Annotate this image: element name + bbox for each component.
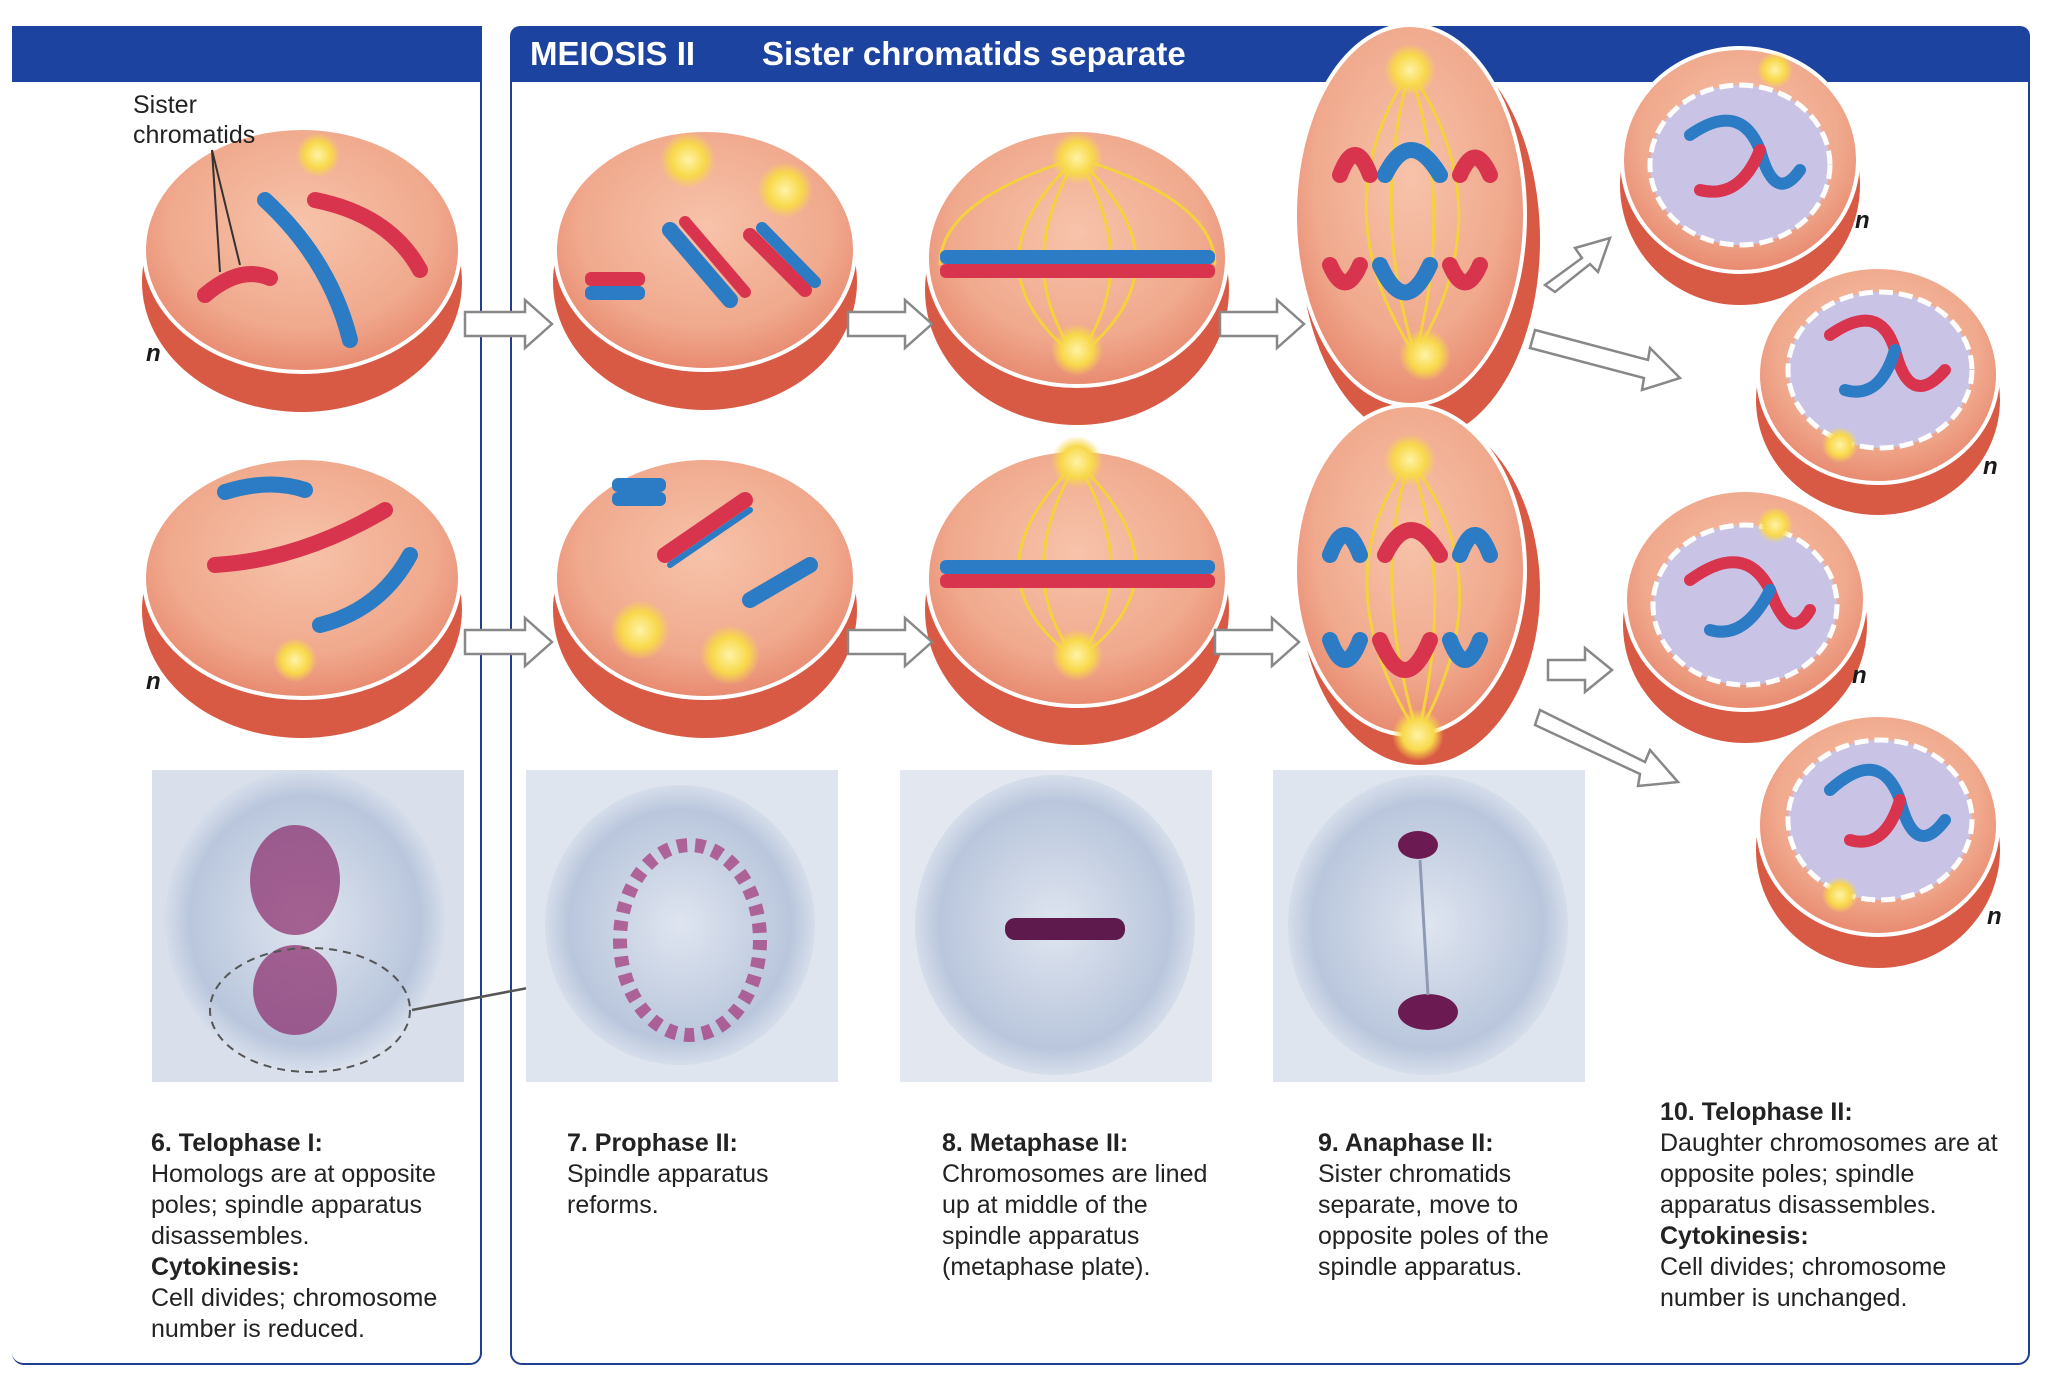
caption-telophase-ii: 10. Telophase II: Daughter chromosomes a… <box>1660 1097 2005 1314</box>
caption-title: 8. Metaphase II: <box>942 1129 1129 1157</box>
cell-telophase-ii-1 <box>1620 46 1860 305</box>
ploidy-label: n <box>1983 453 1998 480</box>
micrograph-anaphase-ii <box>1273 770 1585 1082</box>
cell-telophase-ii-2 <box>1756 265 2000 515</box>
caption-body: Chromosomes are lined up at middle of th… <box>942 1160 1208 1281</box>
cell-metaphase-ii-bottom <box>925 436 1229 745</box>
ploidy-label: n <box>146 668 161 695</box>
meiosis-ii-subtitle: Sister chromatids separate <box>762 35 1186 72</box>
caption-title: 6. Telophase I: <box>151 1129 323 1157</box>
telophase-i-panel <box>12 82 482 1365</box>
cell-prophase-ii-bottom <box>553 456 857 738</box>
cell-anaphase-ii-bottom <box>1293 403 1540 765</box>
cell-metaphase-ii-top <box>925 128 1229 425</box>
caption-body: Sister chromatids separate, move to oppo… <box>1318 1160 1549 1281</box>
cell-telophase-ii-3 <box>1623 488 1867 743</box>
caption-title: 7. Prophase II: <box>567 1129 738 1157</box>
meiosis-ii-title: MEIOSIS II <box>530 35 696 72</box>
caption-cytokinesis-label: Cytokinesis: <box>151 1253 300 1281</box>
micrograph-prophase-ii <box>526 770 838 1082</box>
caption-body: Spindle apparatus reforms. <box>567 1160 769 1219</box>
cell-telophase-i-top <box>142 126 462 412</box>
left-header-bar <box>12 26 482 82</box>
ploidy-label: n <box>1987 903 2002 930</box>
caption-title: 9. Anaphase II: <box>1318 1129 1494 1157</box>
micrograph-metaphase-ii <box>900 770 1212 1082</box>
ploidy-label: n <box>146 340 161 367</box>
sister-chromatids-line1: Sister <box>133 91 197 119</box>
caption-cytokinesis-body: Cell divides; chromosome number is reduc… <box>151 1284 438 1343</box>
sister-chromatids-pointer <box>211 149 241 273</box>
caption-prophase-ii: 7. Prophase II: Spindle apparatus reform… <box>567 1128 827 1221</box>
cell-telophase-i-bottom <box>142 456 462 738</box>
cell-prophase-ii-top <box>553 128 857 410</box>
cell-telophase-ii-4 <box>1756 713 2000 968</box>
meiosis-ii-panel <box>510 82 2030 1365</box>
ploidy-label: n <box>1855 207 1870 234</box>
sister-chromatids-label: Sister chromatids <box>133 90 255 150</box>
caption-cytokinesis-body: Cell divides; chromosome number is uncha… <box>1660 1253 1947 1312</box>
caption-anaphase-ii: 9. Anaphase II: Sister chromatids separa… <box>1318 1128 1563 1283</box>
caption-title: 10. Telophase II: <box>1660 1098 1853 1126</box>
caption-body: Homologs are at opposite poles; spindle … <box>151 1160 436 1250</box>
caption-body: Daughter chromosomes are at opposite pol… <box>1660 1129 1998 1219</box>
micrograph-telophase-i <box>152 770 575 1082</box>
process-arrows <box>463 236 1683 788</box>
sister-chromatids-line2: chromatids <box>133 121 256 149</box>
caption-cytokinesis-label: Cytokinesis: <box>1660 1222 1809 1250</box>
caption-metaphase-ii: 8. Metaphase II: Chromosomes are lined u… <box>942 1128 1232 1283</box>
ploidy-label: n <box>1852 662 1867 689</box>
caption-telophase-i: 6. Telophase I: Homologs are at opposite… <box>151 1128 486 1345</box>
cell-anaphase-ii-top <box>1293 23 1540 440</box>
